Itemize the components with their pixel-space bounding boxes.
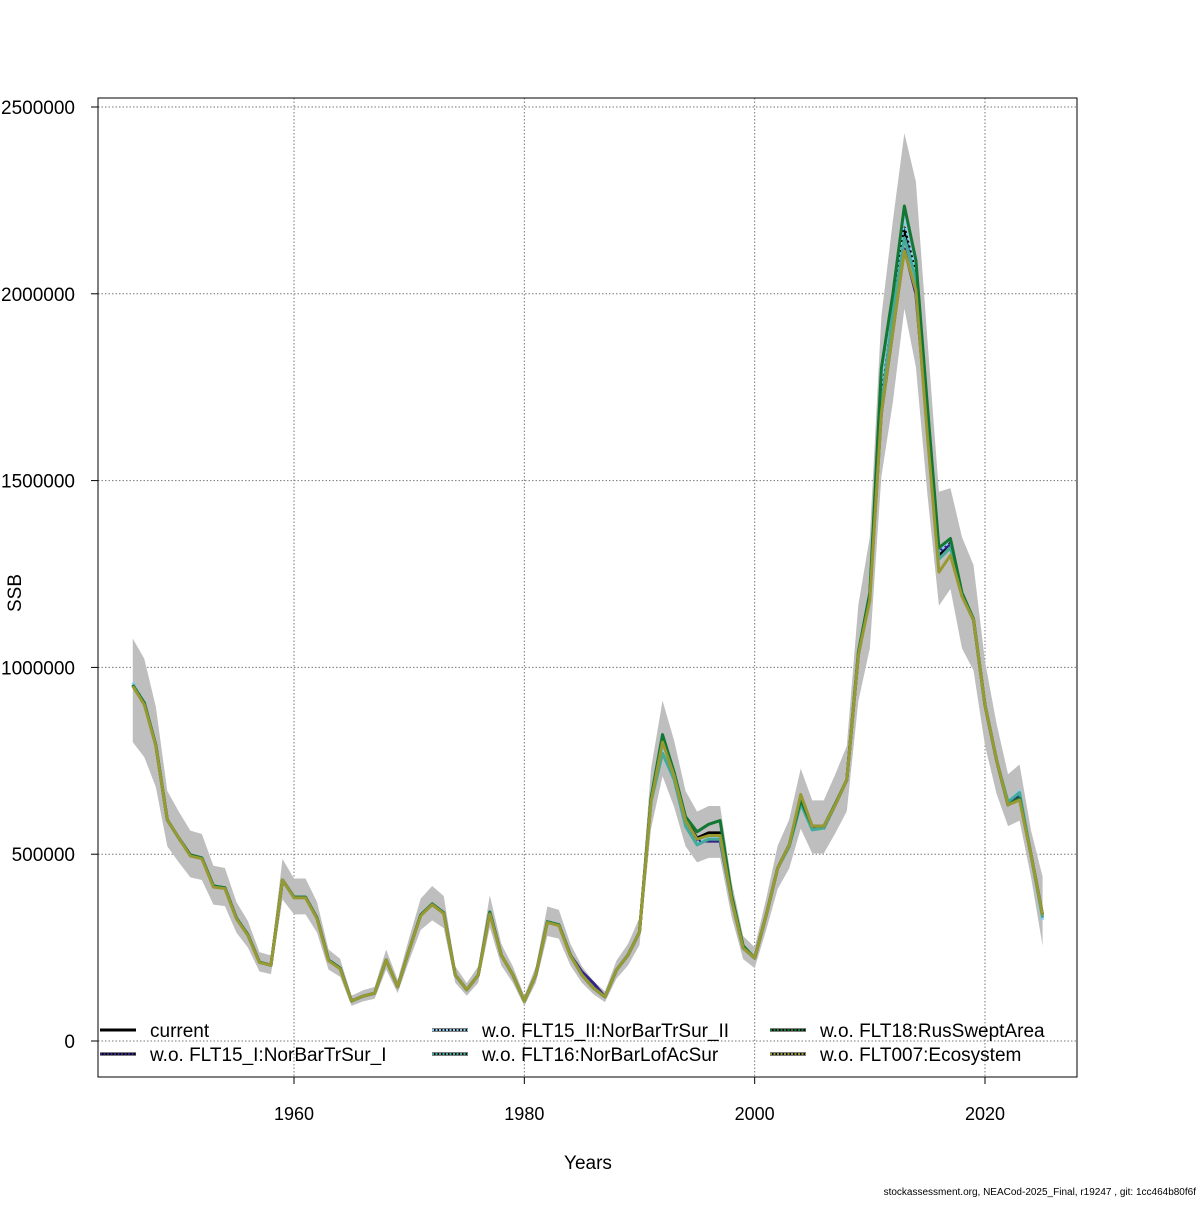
- legend-item: w.o. FLT16:NorBarLofAcSur: [432, 1045, 719, 1066]
- x-tick-label: 1980: [504, 1104, 544, 1124]
- series-line-w-o-flt15-i-norbartrsur-i: [131, 247, 1045, 1003]
- confidence-band: [132, 133, 1043, 1006]
- legend-item: current: [100, 1021, 210, 1042]
- x-axis-label: Years: [564, 1153, 612, 1174]
- legend-label: current: [150, 1021, 210, 1042]
- x-tick-label: 1960: [274, 1104, 314, 1124]
- plot-frame: [97, 97, 1078, 1078]
- series-line-w-o-flt007-ecosystem: [131, 249, 1045, 1003]
- legend: current w.o. FLT15_I:NorBarTrSur_I w.o. FL…: [100, 1021, 1045, 1066]
- legend-label: w.o. FLT15_I:NorBarTrSur_I: [149, 1045, 387, 1066]
- y-tick-label: 1000000: [1, 658, 75, 679]
- legend-item: w.o. FLT15_II:NorBarTrSur_II: [432, 1021, 729, 1042]
- legend-item: w.o. FLT007:Ecosystem: [770, 1045, 1021, 1066]
- legend-item: w.o. FLT15_I:NorBarTrSur_I: [100, 1045, 387, 1066]
- y-tick-label: 1500000: [1, 472, 75, 493]
- series-line-current: [131, 226, 1045, 1003]
- y-axis: 0 500000 1000000 1500000 2000000 2500000: [1, 98, 98, 1053]
- legend-label: w.o. FLT15_II:NorBarTrSur_II: [481, 1021, 729, 1042]
- confidence-band-area: [132, 133, 1043, 1006]
- series-line-w-o-flt18-russweptarea: [131, 204, 1045, 1003]
- x-axis: 1960 1980 2000 2020: [274, 1077, 1005, 1124]
- y-tick-label: 500000: [12, 845, 75, 866]
- y-tick-label: 0: [64, 1032, 75, 1053]
- series-lines: [131, 204, 1045, 1003]
- legend-label: w.o. FLT18:RusSweptArea: [819, 1021, 1045, 1042]
- x-tick-label: 2020: [965, 1104, 1005, 1124]
- footer-caption: stockassessment.org, NEACod-2025_Final, …: [884, 1187, 1197, 1198]
- y-tick-label: 2500000: [1, 98, 75, 119]
- legend-label: w.o. FLT007:Ecosystem: [819, 1045, 1021, 1066]
- y-tick-label: 2000000: [1, 285, 75, 306]
- x-tick-label: 2000: [735, 1104, 775, 1124]
- series-line-w-o-flt16-norbarlofacsur: [131, 236, 1045, 1003]
- legend-label: w.o. FLT16:NorBarLofAcSur: [481, 1045, 719, 1066]
- y-axis-label: SSB: [5, 574, 26, 612]
- series-line-w-o-flt15-ii-norbartrsur-ii: [131, 217, 1045, 1003]
- legend-item: w.o. FLT18:RusSweptArea: [770, 1021, 1045, 1042]
